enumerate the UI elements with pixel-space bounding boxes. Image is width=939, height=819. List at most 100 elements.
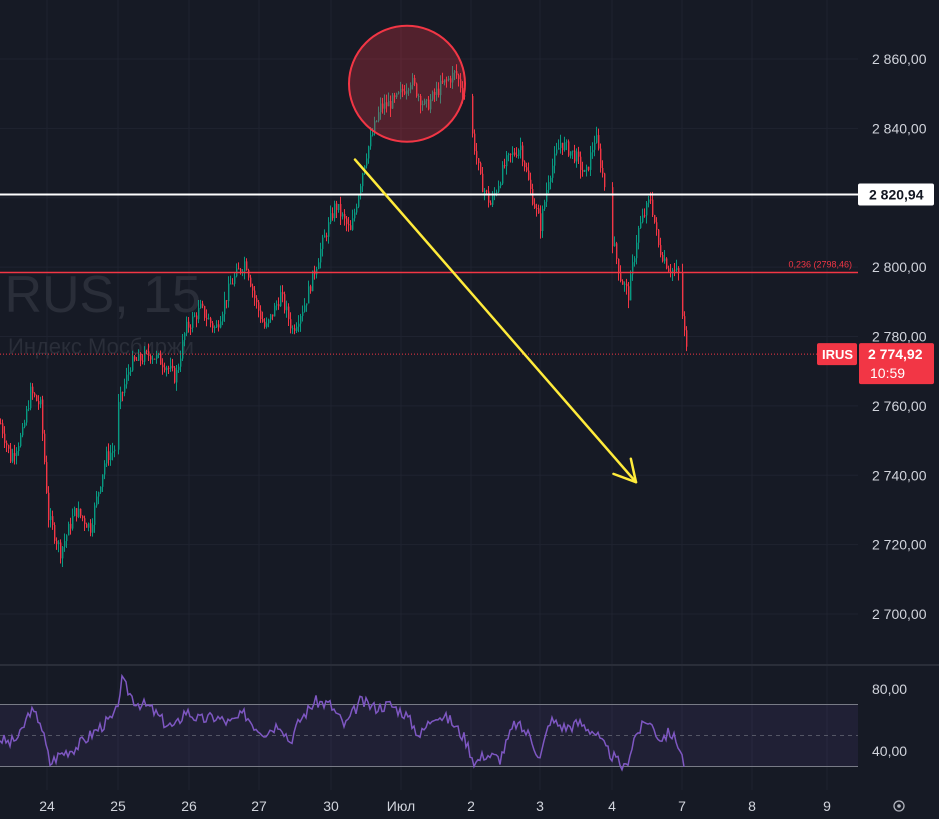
- candle-body: [666, 258, 668, 269]
- current-price-tag: [859, 343, 934, 385]
- candle-body: [448, 78, 450, 81]
- candle-body: [410, 85, 412, 90]
- candle-body: [358, 195, 360, 207]
- candle-body: [418, 96, 420, 98]
- candle-body: [372, 133, 374, 136]
- symbol-tag-label: IRUS: [822, 347, 853, 362]
- candle-body: [564, 142, 566, 151]
- candle-body: [38, 401, 40, 405]
- candle-body: [630, 274, 632, 301]
- candle-body: [340, 203, 342, 217]
- candle-body: [12, 453, 14, 462]
- candle-body: [438, 88, 440, 96]
- candle-body: [584, 170, 586, 172]
- candle-body: [514, 152, 516, 155]
- candle-body: [668, 268, 670, 272]
- candle-body: [474, 133, 476, 152]
- candle-body: [40, 399, 42, 405]
- candle-body: [522, 145, 524, 162]
- date-tick-label: 7: [678, 798, 686, 814]
- candle-body: [106, 451, 108, 464]
- candle-body: [416, 83, 418, 97]
- candle-body: [642, 215, 644, 223]
- candle-body: [90, 523, 92, 533]
- candle-body: [594, 142, 596, 150]
- candle-body: [462, 87, 464, 96]
- candle-body: [612, 187, 614, 247]
- candle-body: [64, 541, 66, 547]
- candle-body: [616, 243, 618, 259]
- settings-icon[interactable]: [893, 800, 905, 812]
- candle-body: [568, 141, 570, 156]
- candle-body: [310, 286, 312, 292]
- price-tick-label: 2 720,00: [872, 537, 927, 553]
- candle-body: [412, 77, 414, 86]
- candle-body: [500, 183, 502, 186]
- candle-body: [312, 270, 314, 292]
- candle-body: [368, 146, 370, 159]
- candle-body: [0, 423, 2, 425]
- candle-body: [674, 269, 676, 271]
- candle-body: [34, 393, 36, 396]
- candle-body: [28, 408, 30, 410]
- levels: 0,236 (2798,46): [0, 193, 858, 355]
- candle-body: [230, 283, 232, 285]
- candle-body: [144, 351, 146, 362]
- candle-body: [196, 315, 198, 320]
- trend-arrow-head: [612, 457, 638, 484]
- candle-body: [618, 258, 620, 274]
- date-tick-label: 25: [110, 798, 126, 814]
- candle-body: [362, 173, 364, 187]
- candle-body: [532, 189, 534, 205]
- watermark: IRUS, 15 Индекс Мосбиржи: [0, 266, 201, 359]
- watermark-symbol: IRUS, 15: [0, 266, 201, 324]
- candle-body: [134, 356, 136, 360]
- candle-body: [582, 169, 584, 172]
- candle-body: [216, 324, 218, 328]
- candle-body: [326, 235, 328, 237]
- candle-body: [162, 364, 164, 368]
- candle-body: [442, 80, 444, 83]
- rsi-pane: [0, 673, 858, 772]
- candle-body: [482, 173, 484, 192]
- candle-body: [184, 333, 186, 341]
- candle-body: [160, 353, 162, 365]
- candle-body: [648, 199, 650, 203]
- candle-body: [576, 151, 578, 162]
- candle-body: [292, 328, 294, 330]
- candle-body: [478, 158, 480, 164]
- candle-body: [632, 262, 634, 275]
- candle-body: [490, 202, 492, 205]
- candle-body: [480, 163, 482, 174]
- candle-body: [54, 525, 56, 541]
- date-axis[interactable]: 24 25 26 27 30 Июл 2 3 4 7 8 9: [39, 798, 831, 814]
- candle-body: [554, 153, 556, 166]
- candle-body: [536, 208, 538, 210]
- candle-body: [592, 149, 594, 153]
- candle-body: [390, 101, 392, 109]
- candle-body: [110, 452, 112, 461]
- candle-body: [288, 306, 290, 320]
- candle-body: [168, 367, 170, 369]
- candle-body: [208, 318, 210, 320]
- date-tick-label: 3: [536, 798, 544, 814]
- rsi-axis[interactable]: 80,00 40,00: [872, 681, 907, 759]
- pane-separator: [0, 664, 939, 666]
- candle-body: [504, 164, 506, 167]
- date-tick-label: 26: [181, 798, 197, 814]
- candle-body: [324, 235, 326, 238]
- candle-body: [294, 328, 296, 331]
- candle-body: [240, 268, 242, 272]
- candle-body: [452, 72, 454, 83]
- candle-body: [552, 165, 554, 178]
- price-axis[interactable]: 2 860,00 2 840,00 2 800,00 2 780,00 2 760,00…: [872, 51, 927, 622]
- candle-body: [382, 103, 384, 109]
- candle-body: [604, 173, 606, 188]
- candle-body: [546, 190, 548, 202]
- date-tick-label: 30: [323, 798, 339, 814]
- candle-body: [130, 370, 132, 372]
- candle-body: [394, 95, 396, 98]
- date-tick-label: 9: [823, 798, 831, 814]
- candle-body: [68, 523, 70, 536]
